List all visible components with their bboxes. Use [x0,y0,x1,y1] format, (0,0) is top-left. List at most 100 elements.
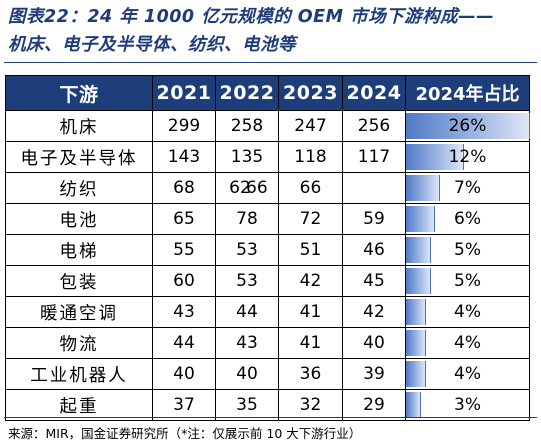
cell-2024-share: 7% [405,172,530,204]
cell-2024: 42 [342,296,406,328]
table-row: 纺织 68 62 66 66 7% [5,172,530,204]
row-label: 工业机器人 [5,358,153,390]
cell-2023: 66 [278,172,343,204]
share-bar [406,237,431,263]
cell-2022: 78 [215,203,279,235]
cell-2023: 118 [278,141,343,173]
cell-2024-share: 6% [405,203,530,235]
row-label: 电梯 [5,234,153,266]
table-row: 电梯 55 53 51 46 5% [5,234,530,266]
row-label: 电池 [5,203,153,235]
cell-2024: 40 [342,327,406,359]
cell-2024-share: 12% [405,141,530,173]
row-label: 物流 [5,327,153,359]
cell-2022: 40 [215,358,279,390]
cell-2024: 45 [342,265,406,297]
table-row: 起重 37 35 32 29 3% [5,389,530,421]
share-label: 6% [454,209,481,229]
source-note: 来源：MIR，国金证券研究所（*注：仅展示前 10 大下游行业） [8,426,362,441]
row-label: 起重 [5,389,153,421]
title-divider [4,62,537,63]
cell-2022: 53 [215,265,279,297]
share-label: 7% [454,178,481,198]
cell-2021: 44 [152,327,216,359]
cell-2022: 43 [215,327,279,359]
share-bar [406,144,464,170]
figure-title: 图表22：24 年 1000 亿元规模的 OEM 市场下游构成—— 机床、电子及… [8,3,536,59]
share-label: 26% [448,116,487,136]
share-bar [406,268,431,294]
cell-2022: 62 66 [215,172,279,204]
cell-2024-share: 4% [405,358,530,390]
cell-2022-overlap-value: 66 [246,178,268,198]
cell-2021: 68 [152,172,216,204]
table-row: 电子及半导体 143 135 118 117 12% [5,141,530,173]
cell-2021: 43 [152,296,216,328]
header-2024-share: 2024年占比 [405,75,530,111]
row-label: 电子及半导体 [5,141,153,173]
row-label: 机床 [5,110,153,142]
table-row: 电池 65 78 72 59 6% [5,203,530,235]
cell-2024-share: 4% [405,296,530,328]
cell-2021: 299 [152,110,216,142]
row-label: 包装 [5,265,153,297]
cell-2024: 39 [342,358,406,390]
share-label: 4% [454,364,481,384]
table-row: 工业机器人 40 40 36 39 4% [5,358,530,390]
cell-2024: 46 [342,234,406,266]
cell-2023: 72 [278,203,343,235]
row-label: 暖通空调 [5,296,153,328]
header-2022: 2022 [215,75,279,111]
footer-divider [4,417,537,418]
cell-2023: 42 [278,265,343,297]
table-row: 机床 299 258 247 256 26% [5,110,530,142]
cell-2024-share: 26% [405,110,530,142]
cell-2023: 41 [278,296,343,328]
cell-2024: 59 [342,203,406,235]
title-line-2: 机床、电子及半导体、纺织、电池等 [8,35,296,55]
share-bar [406,392,422,418]
share-bar [406,330,426,356]
cell-2023: 51 [278,234,343,266]
share-label: 5% [454,240,481,260]
share-label: 5% [454,271,481,291]
row-label: 纺织 [5,172,153,204]
share-bar [406,299,426,325]
share-bar [406,113,530,139]
cell-2021: 37 [152,389,216,421]
share-label: 4% [454,302,481,322]
cell-2022: 135 [215,141,279,173]
table-row: 暖通空调 43 44 41 42 4% [5,296,530,328]
header-2024: 2024 [342,75,406,111]
cell-2021: 65 [152,203,216,235]
share-label: 4% [454,333,481,353]
cell-2023: 41 [278,327,343,359]
title-line-1: 图表22：24 年 1000 亿元规模的 OEM 市场下游构成—— [8,7,495,27]
cell-2021: 40 [152,358,216,390]
share-label: 3% [454,395,481,415]
cell-2024 [342,172,406,204]
cell-2023: 247 [278,110,343,142]
cell-2022: 35 [215,389,279,421]
cell-2024-share: 3% [405,389,530,421]
cell-2024: 256 [342,110,406,142]
share-label: 12% [448,147,487,167]
table-row: 包装 60 53 42 45 5% [5,265,530,297]
cell-2024-share: 5% [405,234,530,266]
cell-2021: 143 [152,141,216,173]
cell-2022: 53 [215,234,279,266]
cell-2022: 44 [215,296,279,328]
header-row: 下游 2021 2022 2023 2024 2024年占比 [5,75,530,111]
cell-2024: 29 [342,389,406,421]
header-2023: 2023 [278,75,343,111]
share-bar [406,175,441,201]
cell-2021: 55 [152,234,216,266]
share-bar [406,361,426,387]
header-downstream: 下游 [5,75,153,111]
cell-2024-share: 4% [405,327,530,359]
oem-downstream-table: 下游 2021 2022 2023 2024 2024年占比 机床 299 258 2… [5,75,530,421]
cell-2023: 36 [278,358,343,390]
header-2021: 2021 [152,75,216,111]
table-row: 物流 44 43 41 40 4% [5,327,530,359]
cell-2024: 117 [342,141,406,173]
